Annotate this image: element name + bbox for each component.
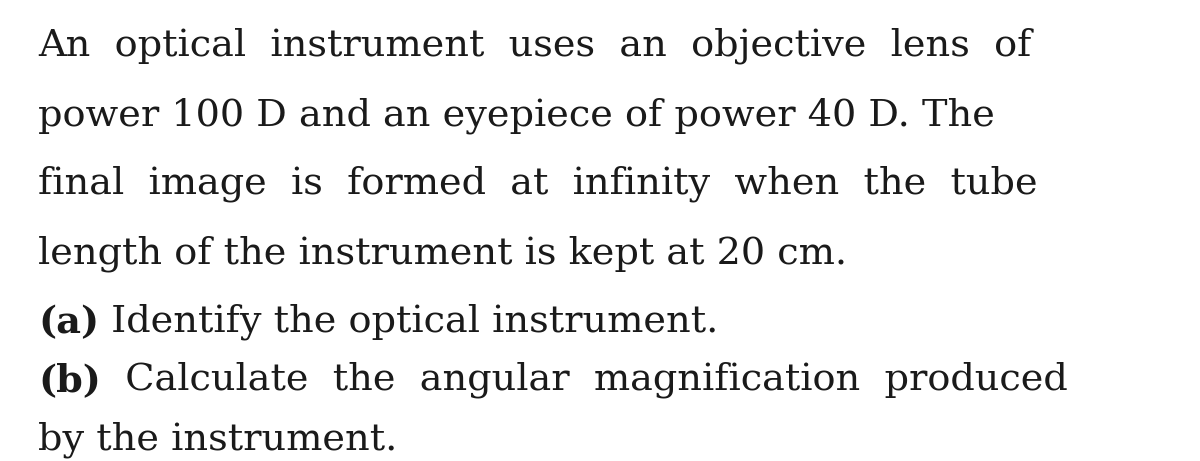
Text: Identify the optical instrument.: Identify the optical instrument. [100,304,719,341]
Text: power 100 D and an eyepiece of power 40 D. The: power 100 D and an eyepiece of power 40 … [38,97,995,134]
Text: An  optical  instrument  uses  an  objective  lens  of: An optical instrument uses an objective … [38,28,1031,65]
Text: Calculate  the  angular  magnification  produced: Calculate the angular magnification prod… [101,362,1068,398]
Text: (b): (b) [38,362,101,399]
Text: final  image  is  formed  at  infinity  when  the  tube: final image is formed at infinity when t… [38,166,1038,202]
Text: length of the instrument is kept at 20 cm.: length of the instrument is kept at 20 c… [38,235,847,272]
Text: (a): (a) [38,304,100,341]
Text: by the instrument.: by the instrument. [38,421,397,457]
